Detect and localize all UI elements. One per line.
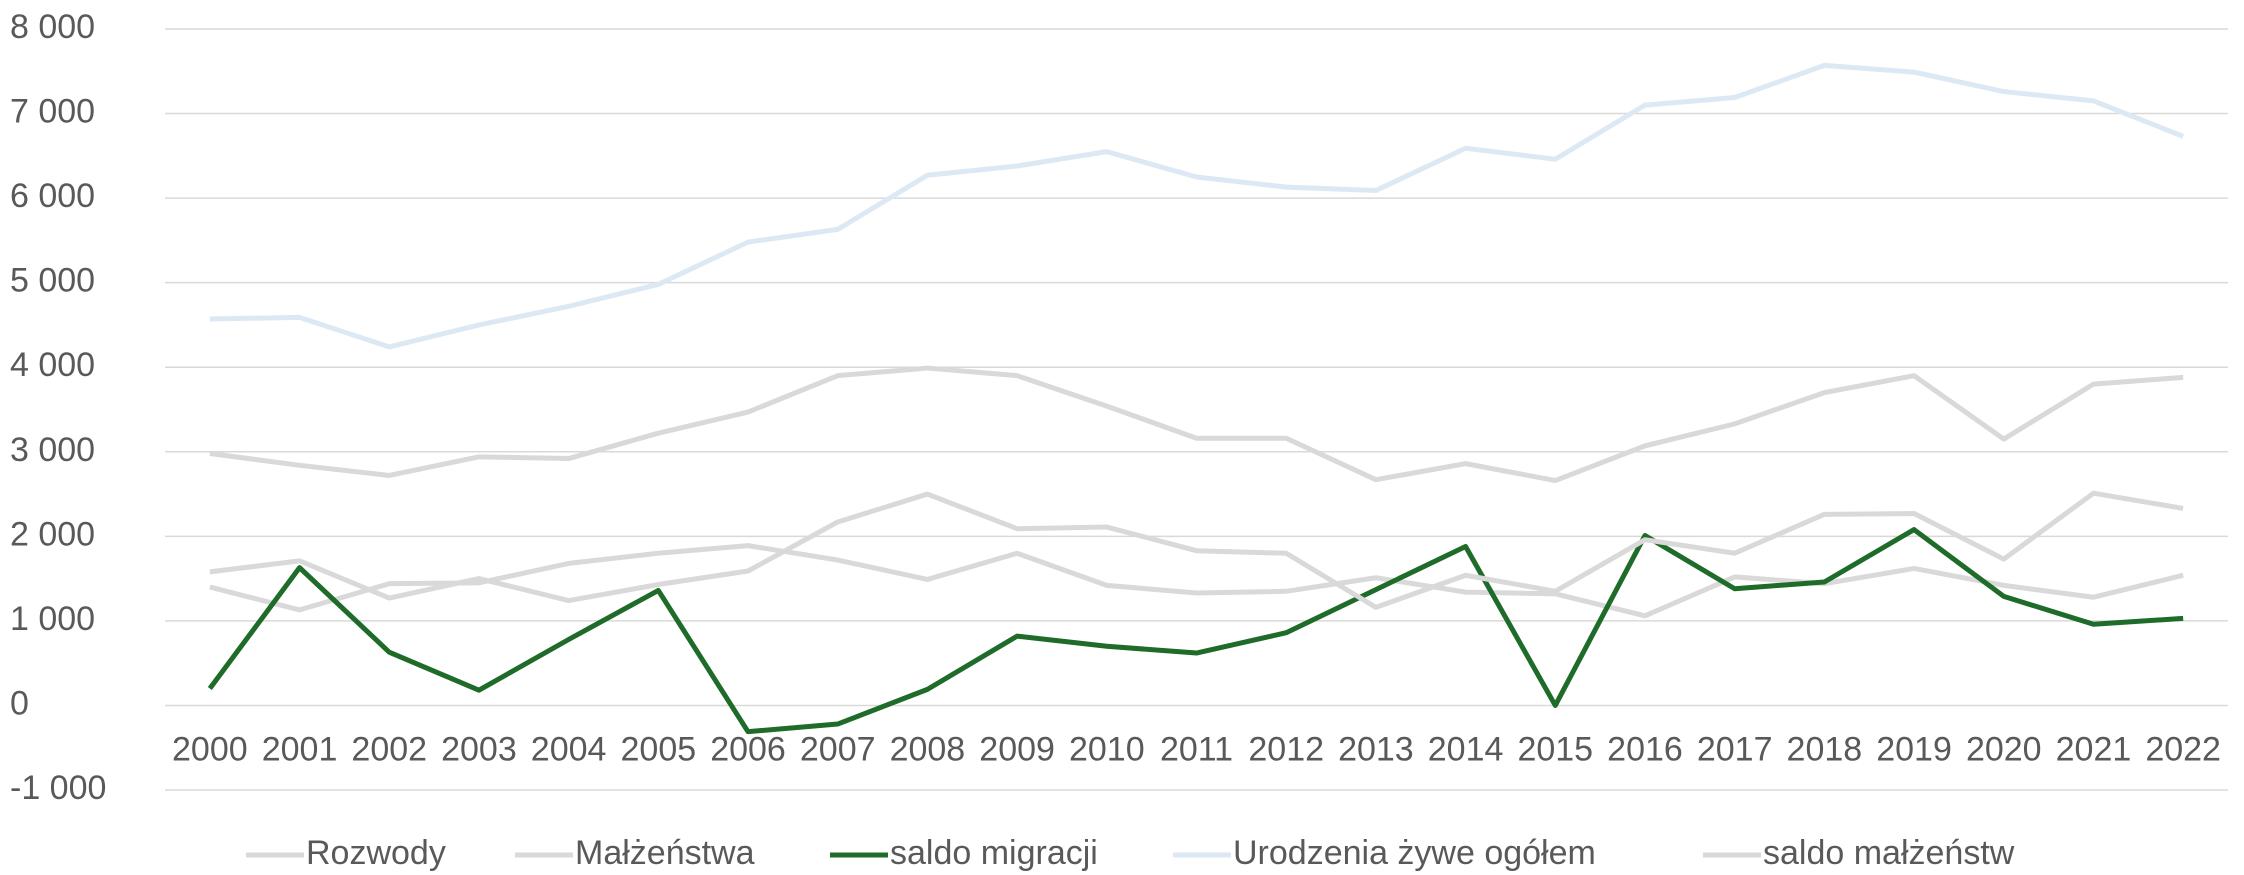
series-line (207, 527, 2184, 735)
x-tick-label: 2013 (1338, 730, 1414, 768)
x-tick-label: 2020 (1966, 730, 2042, 768)
x-tick-label: 2012 (1248, 730, 1324, 768)
series-line (209, 62, 2185, 350)
x-tick-label: 2000 (172, 730, 248, 768)
y-tick-label: 5 000 (10, 262, 95, 300)
y-tick-label: 4 000 (10, 346, 95, 384)
x-tick-label: 2021 (2056, 730, 2132, 768)
y-tick-label: 8 000 (10, 8, 95, 46)
y-tick-label: -1 000 (10, 769, 106, 807)
x-tick-label: 2014 (1428, 730, 1504, 768)
x-tick-label: 2019 (1876, 730, 1952, 768)
x-tick-label: 2007 (800, 730, 876, 768)
legend-label: Urodzenia żywe ogółem (1233, 834, 1596, 872)
x-tick-label: 2011 (1160, 730, 1233, 768)
x-tick-label: 2010 (1069, 730, 1145, 768)
x-tick-label: 2001 (262, 730, 338, 768)
series-line (209, 543, 2184, 619)
x-tick-label: 2015 (1517, 730, 1593, 768)
x-tick-label: 2004 (531, 730, 607, 768)
x-tick-label: 2009 (979, 730, 1055, 768)
x-tick-label: 2008 (890, 730, 966, 768)
y-tick-label: 7 000 (10, 93, 95, 131)
x-tick-label: 2016 (1607, 730, 1683, 768)
y-tick-label: 1 000 (10, 600, 95, 638)
series-line (209, 365, 2184, 484)
y-tick-label: 6 000 (10, 177, 95, 215)
legend-label: saldo małżeństw (1763, 834, 2015, 872)
x-tick-label: 2017 (1697, 730, 1773, 768)
y-tick-label: 3 000 (10, 431, 95, 469)
y-tick-label: 2 000 (10, 515, 95, 553)
legend-label: saldo migracji (890, 834, 1098, 872)
x-tick-label: 2022 (2145, 730, 2221, 768)
x-tick-label: 2003 (441, 730, 517, 768)
x-tick-label: 2006 (710, 730, 786, 768)
x-tick-label: 2018 (1787, 730, 1863, 768)
series-line (209, 490, 2184, 610)
x-tick-label: 2002 (351, 730, 427, 768)
legend-label: Rozwody (306, 834, 446, 872)
x-tick-label: 2005 (621, 730, 697, 768)
y-tick-label: 0 (10, 684, 29, 722)
legend-label: Małżeństwa (575, 834, 755, 872)
